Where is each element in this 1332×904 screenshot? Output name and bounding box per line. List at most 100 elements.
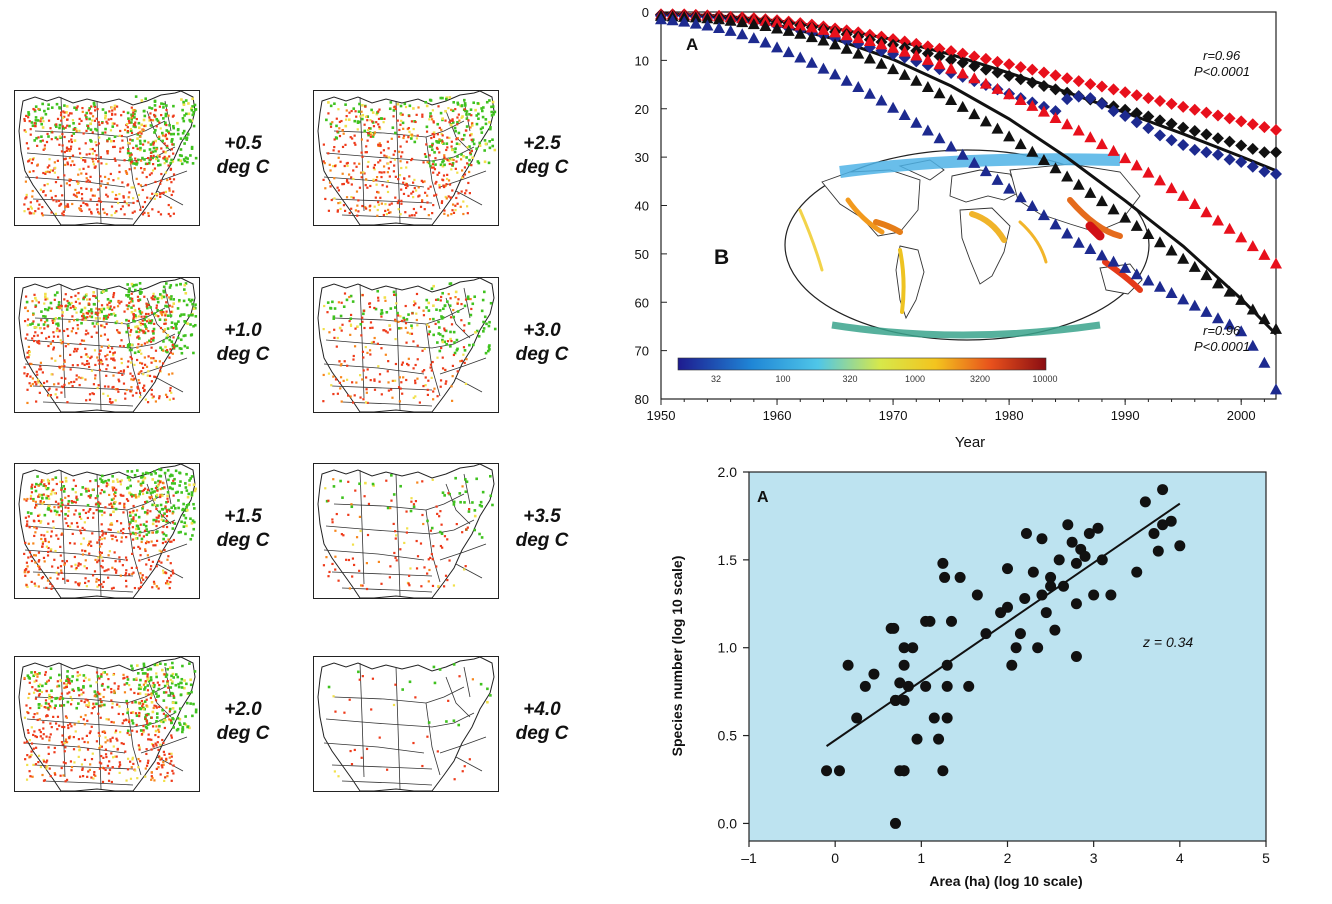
black-diamond-point: [1246, 142, 1259, 155]
black-triangle-point: [689, 11, 702, 23]
blue-triangle-point: [852, 80, 865, 92]
black-triangle-point: [1095, 195, 1108, 207]
red-triangle-point: [863, 35, 876, 47]
red-diamond-point: [1211, 109, 1224, 122]
scatter-point: [980, 628, 992, 640]
black-triangle-point: [1246, 303, 1259, 315]
black-triangle-point: [1119, 211, 1132, 223]
blue-triangle-point: [898, 109, 911, 121]
scatter-point: [1152, 545, 1164, 557]
scatter-point: [1070, 557, 1082, 569]
red-triangle-point: [1246, 240, 1259, 252]
red-triangle-point: [1188, 198, 1201, 210]
x-tick-label: 1980: [995, 408, 1024, 423]
black-triangle-point: [1049, 162, 1062, 174]
blue-triangle-point: [1130, 268, 1143, 280]
black-triangle-point: [1223, 285, 1236, 297]
red-diamond-point: [945, 45, 958, 58]
black-diamond-point: [945, 53, 958, 66]
inset-reef-region: [1067, 197, 1123, 239]
black-triangle-point: [1200, 269, 1213, 281]
scatter-point: [933, 733, 945, 745]
blue-diamond-point: [1211, 148, 1224, 161]
y-tick-label: 0: [642, 5, 649, 20]
us-northeast-map: [317, 278, 497, 412]
blue-diamond-point: [1235, 155, 1248, 168]
x-tick-label: 2: [1004, 850, 1012, 866]
black-diamond-point: [1153, 114, 1166, 127]
black-triangle-point: [1107, 203, 1120, 215]
black-triangle-point: [1130, 219, 1143, 231]
red-triangle-point: [817, 23, 830, 35]
series-marks: [655, 8, 1282, 395]
y-tick-label: 2.0: [718, 464, 738, 480]
blue-diamond-point: [1061, 93, 1074, 106]
map-label-unit: deg C: [216, 157, 270, 178]
red-triangle-point: [887, 41, 900, 53]
red-diamond-point: [921, 40, 934, 53]
us-northeast-map: [317, 657, 495, 791]
scatter-point: [945, 615, 957, 627]
blue-triangle-point: [701, 19, 714, 31]
blue-triangle-point: [805, 56, 818, 68]
blue-triangle-point: [1119, 261, 1132, 273]
black-diamond-point: [1235, 139, 1248, 152]
blue-triangle-point: [1037, 209, 1050, 221]
black-triangle-point: [701, 12, 714, 24]
blue-triangle-point: [840, 74, 853, 86]
color-bar-tick-label: 1000: [905, 374, 925, 384]
red-triangle-point: [875, 38, 888, 50]
red-triangle-point: [956, 67, 969, 79]
red-diamond-point: [956, 47, 969, 60]
map-label-unit: deg C: [515, 344, 569, 365]
scatter-point: [1053, 554, 1065, 566]
x-tick-label: 1960: [763, 408, 792, 423]
black-diamond-point: [1200, 128, 1213, 141]
black-triangle-point: [921, 80, 934, 92]
blue-diamond-point: [1223, 153, 1236, 166]
blue-triangle-point: [910, 116, 923, 128]
black-triangle-point: [713, 13, 726, 25]
scatter-point: [1036, 589, 1048, 601]
us-northeast-map: [18, 91, 198, 225]
scatter-point: [1096, 554, 1108, 566]
red-diamond-point: [1026, 63, 1039, 76]
scatter-point: [1049, 624, 1061, 636]
red-triangle-point: [1072, 124, 1085, 136]
blue-triangle-point: [1258, 356, 1271, 368]
black-triangle-point: [771, 22, 784, 34]
blue-triangle-point: [921, 124, 934, 136]
y-tick-label: 1.5: [718, 552, 738, 568]
red-diamond-point: [933, 42, 946, 55]
map-label-unit: deg C: [216, 723, 270, 744]
scatter-point: [963, 680, 975, 692]
scatter-point: [902, 680, 914, 692]
red-triangle-point: [1153, 174, 1166, 186]
scatter-point: [1036, 533, 1048, 545]
blue-triangle-point: [1177, 293, 1190, 305]
blue-diamond-point: [1049, 105, 1062, 118]
red-triangle-point: [782, 17, 795, 29]
scatter-point: [941, 712, 953, 724]
x-tick-label: 2000: [1227, 408, 1256, 423]
scatter-point: [842, 659, 854, 671]
black-triangle-point: [840, 42, 853, 54]
black-diamond-point: [1026, 76, 1039, 89]
blue-triangle-point: [747, 32, 760, 44]
red-diamond-point: [910, 37, 923, 50]
red-diamond-point: [1107, 83, 1120, 96]
red-triangle-point: [1084, 131, 1097, 143]
black-diamond-point: [1188, 125, 1201, 138]
blue-diamond-point: [1130, 116, 1143, 129]
blue-diamond-point: [1200, 146, 1213, 159]
x-tick-label: 4: [1176, 850, 1184, 866]
blue-triangle-point: [794, 51, 807, 63]
map-temperature-label: +3.5 deg C: [497, 505, 587, 553]
map-panel: [313, 656, 499, 792]
x-tick-label: 0: [831, 850, 839, 866]
map-label-value: +3.0: [523, 320, 561, 341]
blue-triangle-point: [945, 140, 958, 152]
black-diamond-point: [1049, 83, 1062, 96]
x-tick-label: 3: [1090, 850, 1098, 866]
y-tick-label: 1.0: [718, 640, 738, 656]
